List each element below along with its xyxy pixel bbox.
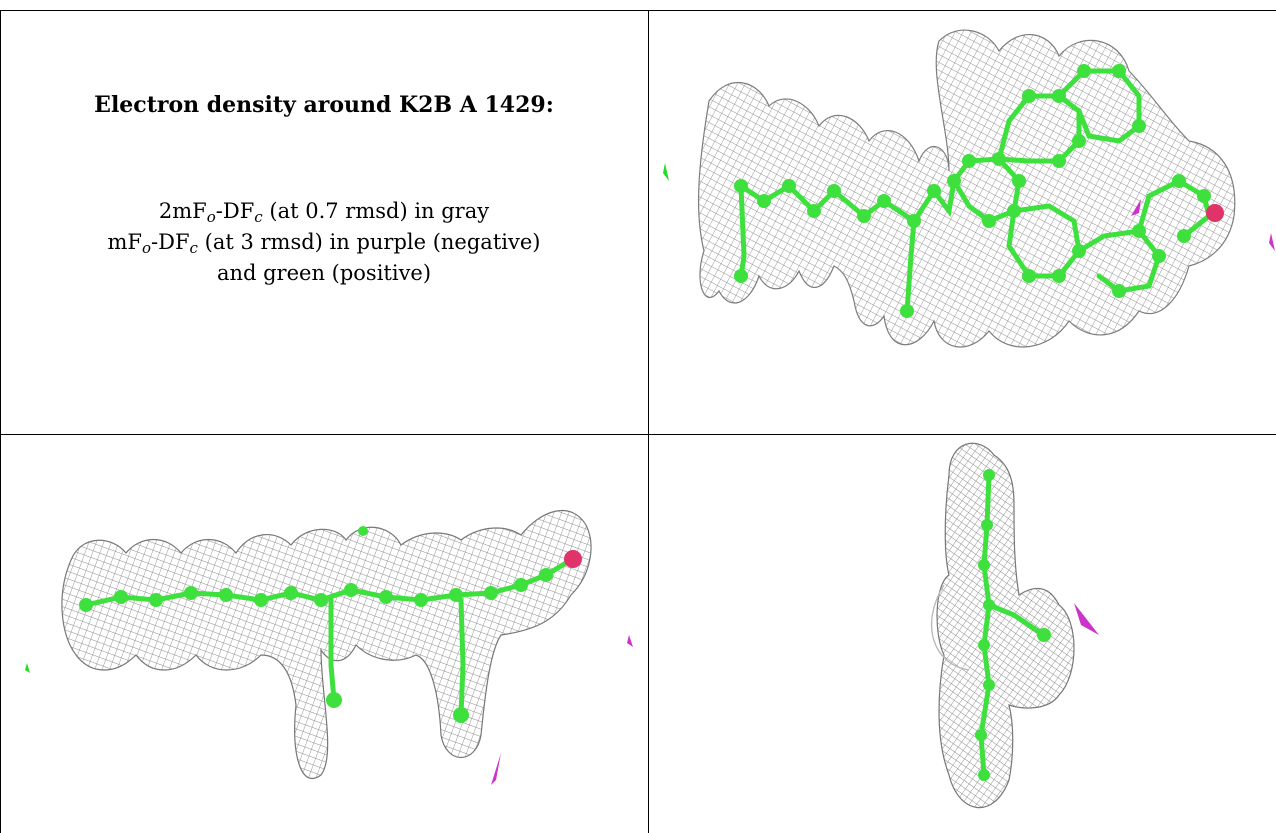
figure-title: Electron density around K2B A 1429: <box>94 92 554 118</box>
legend-2-sub-b: c <box>189 239 198 257</box>
density-view-bottom-right <box>930 442 1099 809</box>
oxygen-atom <box>1206 204 1224 222</box>
caption-cell: Electron density around K2B A 1429: 2mFo… <box>0 10 648 434</box>
legend-line-1: 2mFo-DFc (at 0.7 rmsd) in gray <box>0 196 648 227</box>
legend-text: 2mFo-DFc (at 0.7 rmsd) in gray mFo-DFc (… <box>0 196 648 289</box>
legend-line-2: mFo-DFc (at 3 rmsd) in purple (negative) <box>0 227 648 258</box>
legend-2-part-b: -DF <box>151 230 190 254</box>
legend-2-part-a: mF <box>107 230 142 254</box>
table-center-border <box>648 10 649 833</box>
density-mesh <box>697 29 1236 348</box>
table-middle-border <box>0 434 1276 435</box>
legend-1-part-c: (at 0.7 rmsd) in gray <box>262 199 490 223</box>
oxygen-atom <box>564 550 582 568</box>
table-top-border <box>0 10 1276 11</box>
molecule-atoms <box>79 526 553 723</box>
density-mesh <box>61 509 592 780</box>
molecule-atoms <box>975 469 1051 781</box>
density-mesh <box>936 442 1075 809</box>
negative-density-blob <box>491 753 501 785</box>
negative-density-blob <box>627 635 633 647</box>
legend-2-sub-a: o <box>142 239 152 257</box>
molecule-atoms <box>734 64 1211 318</box>
negative-density-blob <box>1074 603 1099 635</box>
negative-density-blob <box>1269 233 1275 251</box>
density-view-bottom-left <box>25 509 633 785</box>
legend-1-part-a: 2mF <box>158 199 207 223</box>
density-mesh <box>930 584 970 671</box>
legend-1-sub-b: c <box>254 208 263 226</box>
molecule-bonds <box>978 472 1047 778</box>
legend-1-part-b: -DF <box>215 199 255 223</box>
positive-density-blob <box>25 663 30 673</box>
positive-density-blob <box>663 163 669 181</box>
density-view-top-right <box>663 29 1275 348</box>
table-left-border <box>0 10 1 833</box>
legend-line-3: and green (positive) <box>216 261 432 285</box>
negative-density-blob <box>1131 199 1141 216</box>
legend-1-sub-a: o <box>206 208 216 226</box>
legend-2-part-c: (at 3 rmsd) in purple (negative) <box>197 230 541 254</box>
